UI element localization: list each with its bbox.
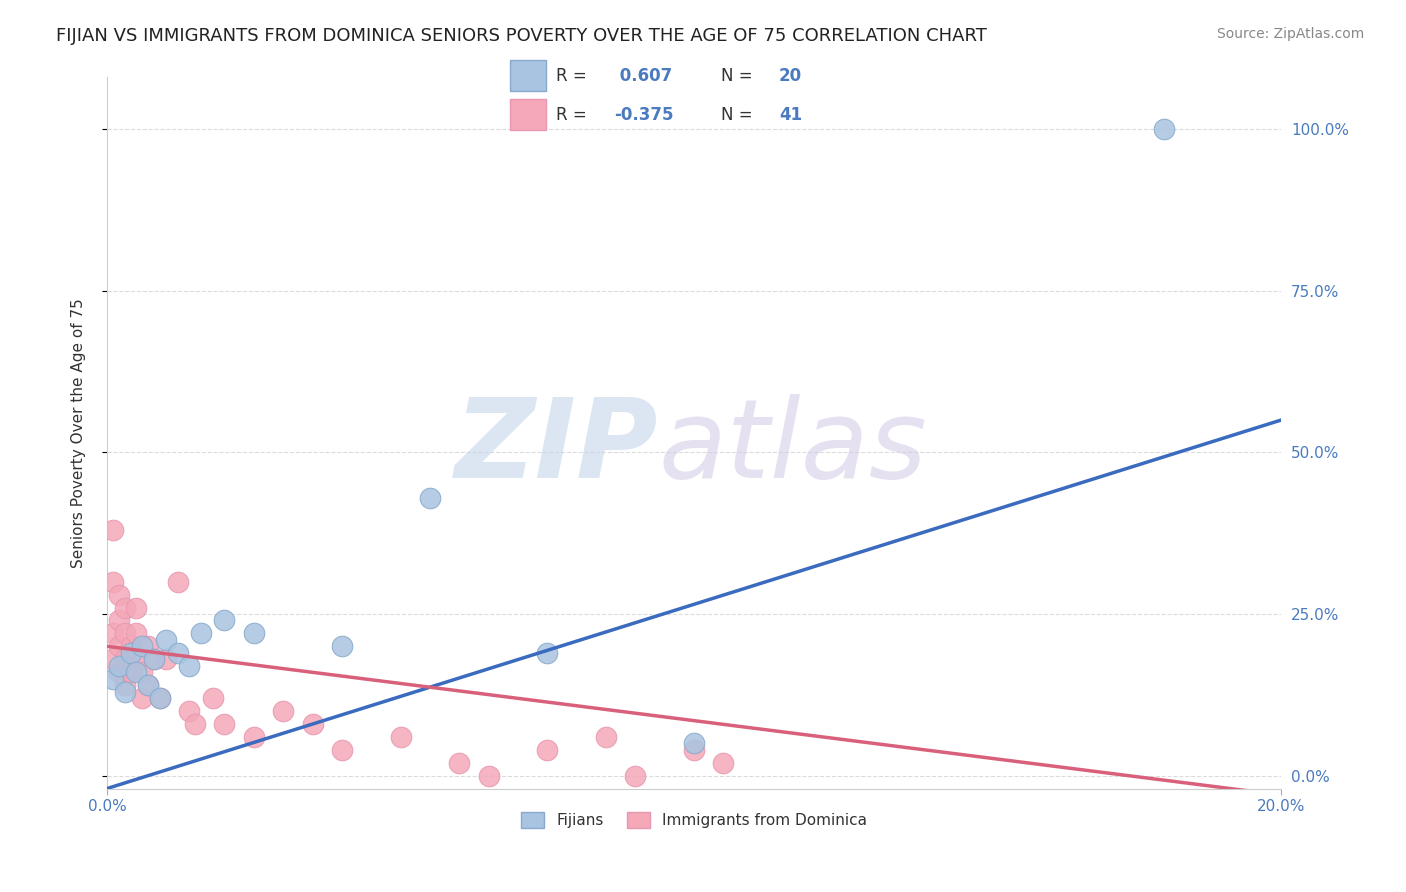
Text: R =: R = [557,67,592,85]
Text: FIJIAN VS IMMIGRANTS FROM DOMINICA SENIORS POVERTY OVER THE AGE OF 75 CORRELATIO: FIJIAN VS IMMIGRANTS FROM DOMINICA SENIO… [56,27,987,45]
Point [155,652,177,666]
Point [201,691,224,706]
Point [143,652,166,666]
Point [125,600,148,615]
Legend: Fijians, Immigrants from Dominica: Fijians, Immigrants from Dominica [515,806,873,834]
Point [131,691,153,706]
Point [449,756,471,770]
Point [125,626,148,640]
Point [149,691,172,706]
Point [301,717,323,731]
FancyBboxPatch shape [510,99,546,130]
Point [101,574,124,589]
Point [108,658,131,673]
Point [595,730,617,744]
Text: ZIP: ZIP [456,393,659,500]
Point [243,626,266,640]
Point [478,769,501,783]
Point [120,646,142,660]
Point [179,704,201,718]
Text: N =: N = [721,105,758,123]
Text: R =: R = [557,105,592,123]
Point [101,652,124,666]
Y-axis label: Seniors Poverty Over the Age of 75: Seniors Poverty Over the Age of 75 [72,298,86,568]
Text: 20: 20 [779,67,801,85]
Point [683,736,706,750]
Point [114,600,136,615]
Point [624,769,647,783]
Point [190,626,212,640]
Point [184,717,207,731]
Point [101,672,124,686]
Point [271,704,294,718]
Point [214,717,236,731]
Text: 41: 41 [779,105,801,123]
Point [131,665,153,680]
Point [108,614,131,628]
Point [419,491,441,505]
Point [108,665,131,680]
Point [330,640,353,654]
Point [114,684,136,698]
Point [136,678,159,692]
Point [166,574,188,589]
Point [536,743,558,757]
Point [214,614,236,628]
Point [143,652,166,666]
Point [1153,122,1175,136]
Point [136,640,159,654]
Point [108,640,131,654]
Point [683,743,706,757]
Point [101,626,124,640]
Point [108,588,131,602]
Point [125,652,148,666]
Text: Source: ZipAtlas.com: Source: ZipAtlas.com [1216,27,1364,41]
Point [131,640,153,654]
Point [713,756,735,770]
Point [120,665,142,680]
Point [149,691,172,706]
Point [179,658,201,673]
Point [330,743,353,757]
Point [155,632,177,647]
FancyBboxPatch shape [510,61,546,91]
Point [166,646,188,660]
Point [114,678,136,692]
Text: N =: N = [721,67,758,85]
Point [114,652,136,666]
Point [120,640,142,654]
Text: -0.375: -0.375 [614,105,673,123]
Point [536,646,558,660]
Point [114,626,136,640]
Text: 0.607: 0.607 [614,67,672,85]
Point [389,730,412,744]
Point [243,730,266,744]
Text: atlas: atlas [659,393,928,500]
Point [136,678,159,692]
Point [101,523,124,537]
Point [125,665,148,680]
